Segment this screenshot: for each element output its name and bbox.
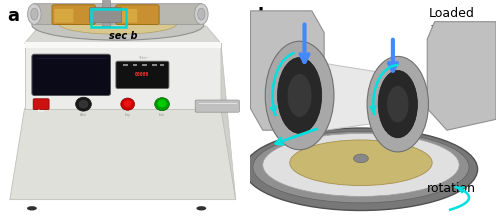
Ellipse shape: [354, 154, 369, 163]
Ellipse shape: [277, 58, 322, 133]
Bar: [123, 64, 127, 66]
Polygon shape: [295, 59, 403, 135]
FancyBboxPatch shape: [33, 99, 49, 110]
Ellipse shape: [108, 21, 127, 25]
Ellipse shape: [194, 4, 208, 24]
FancyBboxPatch shape: [116, 61, 169, 89]
Ellipse shape: [28, 4, 41, 24]
Ellipse shape: [290, 140, 432, 186]
Ellipse shape: [31, 8, 38, 20]
Text: paper: paper: [324, 111, 361, 124]
Ellipse shape: [196, 206, 206, 210]
Circle shape: [121, 98, 134, 110]
Circle shape: [158, 100, 167, 107]
Polygon shape: [427, 22, 496, 130]
Ellipse shape: [32, 10, 204, 40]
Ellipse shape: [387, 86, 409, 123]
Bar: [160, 64, 165, 66]
Text: Stop: Stop: [125, 113, 130, 117]
Bar: [152, 64, 157, 66]
Ellipse shape: [27, 206, 37, 210]
Ellipse shape: [197, 8, 205, 20]
FancyBboxPatch shape: [32, 54, 111, 95]
Polygon shape: [221, 43, 236, 200]
Ellipse shape: [253, 131, 469, 203]
Ellipse shape: [263, 133, 459, 196]
Ellipse shape: [245, 128, 478, 210]
Text: 00000: 00000: [135, 72, 150, 77]
Bar: [132, 64, 137, 66]
Text: b: b: [258, 7, 271, 25]
Text: Loaded
wheels: Loaded wheels: [429, 7, 475, 35]
Text: sec b: sec b: [109, 31, 137, 41]
Text: Start: Start: [159, 113, 165, 117]
Ellipse shape: [287, 74, 312, 117]
FancyBboxPatch shape: [52, 5, 95, 25]
Text: rotation: rotation: [427, 182, 476, 195]
Bar: [142, 64, 147, 66]
FancyBboxPatch shape: [118, 9, 137, 23]
FancyBboxPatch shape: [195, 100, 240, 112]
Polygon shape: [250, 11, 324, 130]
Polygon shape: [25, 26, 221, 43]
Ellipse shape: [378, 71, 418, 138]
Ellipse shape: [367, 56, 429, 152]
Ellipse shape: [265, 41, 334, 150]
Polygon shape: [10, 108, 236, 200]
Bar: [25, 42, 221, 48]
Ellipse shape: [59, 13, 177, 34]
Text: a: a: [7, 7, 19, 25]
Circle shape: [79, 100, 88, 108]
Circle shape: [155, 98, 170, 111]
Circle shape: [124, 100, 131, 107]
Circle shape: [75, 97, 91, 111]
Polygon shape: [25, 43, 221, 108]
Bar: [91, 9, 126, 27]
FancyBboxPatch shape: [116, 5, 159, 25]
Bar: [102, 0, 111, 26]
FancyBboxPatch shape: [90, 8, 122, 23]
FancyBboxPatch shape: [33, 4, 202, 24]
Text: Taber: Taber: [138, 56, 147, 60]
Text: Wind: Wind: [80, 113, 87, 117]
FancyBboxPatch shape: [54, 9, 73, 23]
Text: Power: Power: [37, 109, 45, 113]
